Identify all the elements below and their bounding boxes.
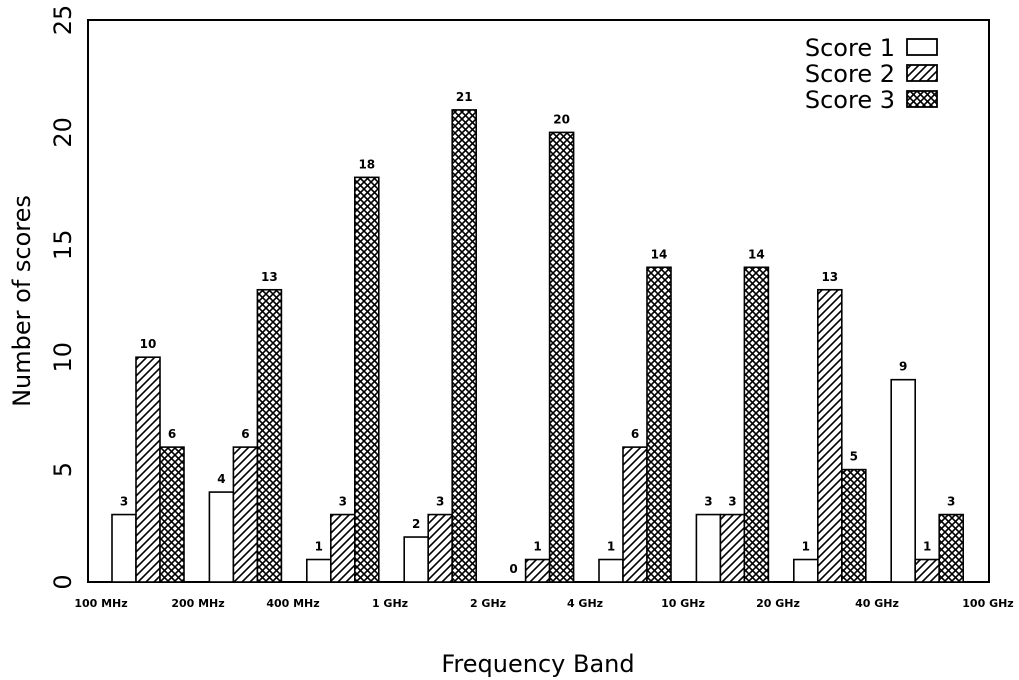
- data-label-score-1-8: 1: [802, 540, 810, 554]
- bar-score-2-3: [329, 513, 356, 583]
- bar-score-3-2: [256, 288, 283, 583]
- bar-score-1-3: [305, 558, 332, 583]
- bar-score-3-7: [743, 266, 770, 583]
- y-tick-label: 10: [49, 342, 77, 373]
- data-label-score-2-6: 6: [631, 427, 639, 441]
- bar-score-3-6: [646, 266, 672, 583]
- data-label-score-3-1: 6: [168, 427, 176, 441]
- x-tick-label: 100 MHz: [74, 597, 127, 610]
- data-label-score-2-1: 10: [140, 337, 157, 351]
- bar-score-3-8: [840, 468, 867, 583]
- bar-score-2-7: [719, 513, 746, 583]
- bar-score-1-8: [792, 558, 819, 583]
- x-tick-label: 4 GHz: [567, 597, 603, 610]
- data-label-score-2-5: 1: [533, 540, 541, 554]
- bars-group: [111, 109, 965, 583]
- y-tick-labels-group: 0 5 10 15 20 25: [49, 5, 77, 590]
- data-label-score-1-4: 2: [412, 517, 420, 531]
- legend-swatch-score-3: [906, 90, 938, 108]
- data-label-score-3-9: 3: [947, 495, 955, 509]
- legend-swatch-score-1: [906, 38, 938, 56]
- bar-score-3-1: [159, 446, 185, 583]
- bar-score-1-9: [890, 378, 917, 583]
- data-label-score-3-2: 13: [261, 270, 278, 284]
- data-label-score-1-3: 1: [315, 540, 323, 554]
- y-tick-label: 15: [49, 230, 77, 261]
- x-axis-label: Frequency Band: [441, 650, 634, 678]
- data-label-score-2-7: 3: [728, 495, 736, 509]
- data-label-score-1-7: 3: [704, 495, 712, 509]
- data-label-score-2-2: 6: [241, 427, 249, 441]
- data-label-score-1-9: 9: [899, 360, 907, 374]
- legend-label-score-3: Score 3: [805, 86, 895, 114]
- y-tick-label: 0: [49, 574, 77, 589]
- data-label-score-3-8: 5: [850, 450, 858, 464]
- data-label-score-3-3: 18: [358, 157, 375, 171]
- data-label-score-3-5: 20: [553, 112, 570, 126]
- x-tick-label: 40 GHz: [855, 597, 899, 610]
- bar-score-3-4: [451, 109, 478, 583]
- y-tick-label: 5: [49, 462, 77, 477]
- bar-score-2-6: [622, 446, 648, 583]
- bar-score-2-5: [524, 558, 551, 583]
- bar-score-1-7: [695, 513, 722, 583]
- legend-label-score-2: Score 2: [805, 60, 895, 88]
- x-tick-labels-group: 100 MHz 200 MHz 400 MHz 1 GHz 2 GHz 4 GHz 10 G…: [74, 597, 1013, 610]
- bar-score-3-9: [938, 513, 965, 583]
- bar-score-1-6: [598, 558, 624, 583]
- x-tick-label: 200 MHz: [171, 597, 224, 610]
- y-axis-label: Number of scores: [8, 195, 36, 407]
- data-label-score-2-9: 1: [923, 540, 931, 554]
- x-tick-label: 20 GHz: [756, 597, 800, 610]
- data-label-score-1-6: 1: [607, 540, 615, 554]
- bar-score-3-5: [548, 131, 575, 583]
- x-tick-label: 10 GHz: [661, 597, 705, 610]
- data-label-score-1-1: 3: [120, 495, 128, 509]
- data-label-score-2-3: 3: [339, 495, 347, 509]
- x-tick-label: 400 MHz: [266, 597, 319, 610]
- data-label-score-3-4: 21: [456, 90, 473, 104]
- bar-score-1-4: [403, 536, 430, 583]
- y-tick-label: 25: [49, 5, 77, 36]
- data-label-score-3-6: 14: [651, 247, 668, 261]
- legend-label-score-1: Score 1: [805, 34, 895, 62]
- bar-score-3-3: [353, 176, 380, 583]
- data-label-score-2-8: 13: [821, 270, 838, 284]
- data-label-score-1-5: 0: [509, 562, 517, 576]
- bar-score-1-2: [208, 491, 235, 583]
- x-tick-label: 1 GHz: [372, 597, 408, 610]
- bar-score-2-2: [232, 446, 259, 583]
- bar-score-2-8: [816, 288, 843, 583]
- data-label-score-1-2: 4: [217, 472, 225, 486]
- bar-score-2-4: [427, 513, 454, 583]
- data-label-score-2-4: 3: [436, 495, 444, 509]
- x-tick-label: 100 GHz: [962, 597, 1013, 610]
- bar-score-1-1: [111, 513, 137, 583]
- y-tick-label: 20: [49, 117, 77, 148]
- legend-swatch-score-2: [906, 64, 938, 82]
- data-label-score-3-7: 14: [748, 247, 765, 261]
- bar-score-2-9: [914, 558, 941, 583]
- bar-score-2-1: [135, 356, 161, 583]
- x-tick-label: 2 GHz: [470, 597, 506, 610]
